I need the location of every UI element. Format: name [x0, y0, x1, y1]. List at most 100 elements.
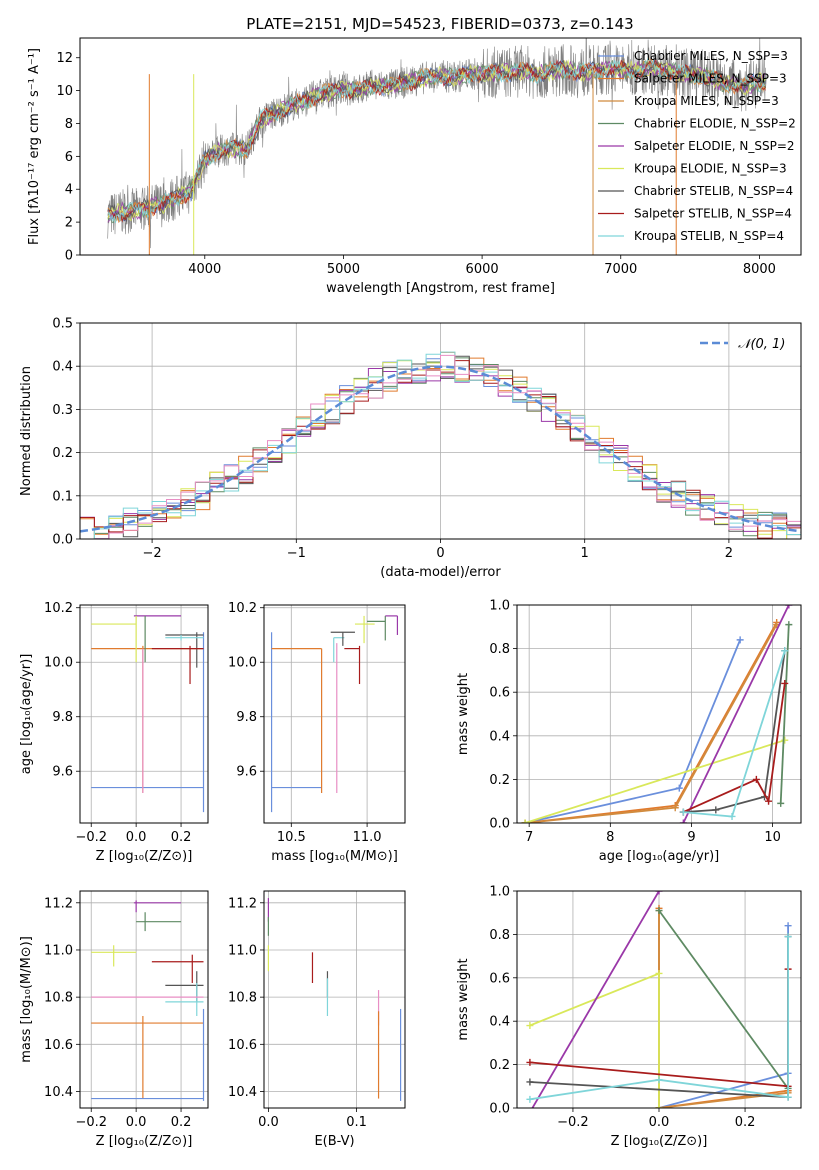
series-point [679, 819, 687, 823]
age_vs_mass-axes: 10.5 11.0 9.6 9.8 10.0 10.2 mass [log₁₀(M/M⊙)] [228, 601, 406, 864]
series-point [526, 1109, 533, 1116]
age_vs_mass-frame [263, 604, 406, 824]
mass_weight_vs_age-ytick-label: 0.0 [489, 817, 510, 832]
spectrum-legend: Chabrier MILES, N_SSP=3 Salpeter MILES, N… [598, 49, 796, 243]
age_vs_Z-xtick-label: 0.0 [126, 830, 147, 845]
residuals-axes: −2 −1 0 1 2 0.0 0.1 0.2 0.3 0.4 0.5 (data-model)/er… [19, 317, 802, 580]
mass_vs_Z-xlabel: Z [log₁₀(Z/Z⊙)] [96, 1134, 193, 1149]
series-point [655, 1076, 663, 1084]
spectrum-ytick-label: 6 [65, 150, 73, 165]
age_vs_Z-ytick-label: 9.8 [52, 710, 73, 725]
histogram-pink [80, 354, 801, 539]
mass_weight_vs_age-xlabel: age [log₁₀(age/yr)] [599, 849, 720, 864]
residuals-ytick-label: 0.1 [52, 489, 73, 504]
residuals-ytick-label: 0.2 [52, 446, 73, 461]
series-point [785, 621, 793, 629]
spectrum-ytick-label: 12 [56, 51, 73, 66]
mass_vs_Z-xtick-label: −0.2 [75, 1115, 107, 1130]
residuals-xtick-label: −1 [287, 546, 306, 561]
mass_weight_vs_Z-axes: −0.2 0.0 0.2 0.0 0.2 0.4 0.6 0.8 1.0 Z [log₁₀(Z/Z… [456, 885, 802, 1149]
age_vs_mass-xtick-label: 11.0 [353, 830, 382, 845]
series-point [765, 797, 773, 805]
legend-entry: Chabrier ELODIE, N_SSP=2 [634, 117, 796, 131]
series-salpeter-elodie [682, 605, 790, 823]
series-point [784, 933, 792, 941]
mass_weight_vs_age-frame [516, 604, 802, 824]
mass_vs_Z-xtick-label: 0.0 [126, 1115, 147, 1130]
mass_weight_vs_age-ytick-label: 0.4 [489, 729, 510, 744]
age_vs_Z-frame [79, 604, 209, 824]
legend-entry: Salpeter STELIB, N_SSP=4 [634, 207, 792, 221]
model-spectrum-kroupa-stelib [107, 57, 766, 224]
mass_vs_ebv-xtick-label: 0.0 [258, 1115, 279, 1130]
spectrum-xlabel: wavelength [Angstrom, rest frame] [326, 281, 555, 296]
spectrum-plot-area [107, 38, 767, 255]
series-point [655, 1104, 663, 1108]
series-chabrier-elodie [658, 909, 789, 1090]
series-point [675, 784, 683, 792]
mass_weight_vs_age-xtick-label: 10 [764, 830, 781, 845]
series-point [655, 907, 663, 915]
mass_weight_vs_age-xtick-label: 9 [687, 830, 695, 845]
mass_vs_ebv-ytick-label: 10.6 [228, 1038, 257, 1053]
legend-entry: Chabrier MILES, N_SSP=3 [634, 49, 788, 63]
mass_weight_vs_Z-ylabel: mass weight [456, 958, 471, 1040]
series-chabrier-stelib [683, 650, 786, 813]
residuals-xtick-label: 1 [581, 546, 589, 561]
age_vs_Z-ytick-label: 10.2 [44, 601, 73, 616]
spectrum-xtick-label: 6000 [466, 262, 499, 277]
mass_weight_vs_Z-xtick-label: 0.2 [735, 1115, 756, 1130]
mass_vs_Z-plot-area [91, 900, 205, 1101]
residuals-xtick-label: −2 [143, 546, 162, 561]
legend-entry: Kroupa ELODIE, N_SSP=3 [634, 162, 787, 176]
series-point [712, 806, 720, 814]
mass_vs_ebv-ytick-label: 11.2 [228, 896, 257, 911]
age_vs_Z-ytick-label: 9.6 [52, 765, 73, 780]
spectrum-ytick-label: 4 [65, 183, 73, 198]
age_vs_mass-xtick-label: 10.5 [277, 830, 306, 845]
mass_vs_ebv-frame [263, 890, 406, 1109]
series-point [526, 1095, 534, 1103]
mass_vs_Z-axes: −0.2 0.0 0.2 10.4 10.6 10.8 11.0 11.2 Z [log₁₀(Z… [19, 890, 209, 1149]
series-point [728, 812, 736, 820]
mass_weight_vs_Z-xlabel: Z [log₁₀(Z/Z⊙)] [611, 1134, 708, 1149]
spectrum-xtick-label: 5000 [327, 262, 360, 277]
series-point [655, 969, 663, 977]
mass_weight_vs_age-xtick-label: 8 [606, 830, 614, 845]
series-point [655, 891, 663, 895]
series-point [781, 647, 789, 655]
figure-title: PLATE=2151, MJD=54523, FIBERID=0373, z=0… [246, 15, 633, 33]
series-point [784, 922, 792, 930]
legend-entry: Kroupa STELIB, N_SSP=4 [634, 229, 784, 243]
age_vs_mass-plot-area [270, 615, 399, 813]
age_vs_mass-ytick-label: 9.8 [236, 710, 257, 725]
mass_vs_ebv-ytick-label: 11.0 [228, 943, 257, 958]
mass_weight_vs_age-ytick-label: 0.6 [489, 686, 510, 701]
series-point [679, 808, 687, 816]
mass_weight_vs_Z-ytick-label: 0.2 [489, 1058, 510, 1073]
mass_weight_vs_Z-ytick-label: 0.0 [489, 1102, 510, 1117]
residuals-legend: 𝒩(0, 1) [700, 337, 785, 352]
legend-entry: Chabrier STELIB, N_SSP=4 [634, 184, 793, 198]
age_vs_mass-ytick-label: 10.0 [228, 656, 257, 671]
spectrum-axes: 4000 5000 6000 7000 8000 0 2 4 6 8 10 12 wavelength … [27, 37, 802, 296]
residuals-xtick-label: 2 [725, 546, 733, 561]
series-point [526, 1022, 534, 1030]
age_vs_Z-xlabel: Z [log₁₀(Z/Z⊙)] [96, 849, 193, 864]
mass_vs_Z-ytick-label: 11.2 [44, 896, 73, 911]
histogram-kroupa-stelib [80, 351, 801, 539]
age_vs_mass-ytick-label: 10.2 [228, 601, 257, 616]
mass_vs_ebv-xlabel: E(B-V) [314, 1134, 354, 1149]
mass_vs_ebv-plot-area [267, 898, 402, 1101]
spectrum-xtick-label: 7000 [604, 262, 637, 277]
series-point [777, 799, 785, 807]
mass_weight_vs_Z-ytick-label: 0.8 [489, 928, 510, 943]
series-point [784, 1093, 792, 1101]
model-spectrum-kroupa-elodie [107, 59, 766, 222]
spectrum-ylabel: Flux [fλ10⁻¹⁷ erg cm⁻² s⁻¹ A⁻¹] [27, 48, 42, 245]
mass_vs_Z-frame [79, 890, 209, 1109]
mass_weight_vs_Z-xtick-label: −0.2 [557, 1115, 589, 1130]
age_vs_Z-xtick-label: −0.2 [75, 830, 107, 845]
series-point [671, 804, 679, 812]
